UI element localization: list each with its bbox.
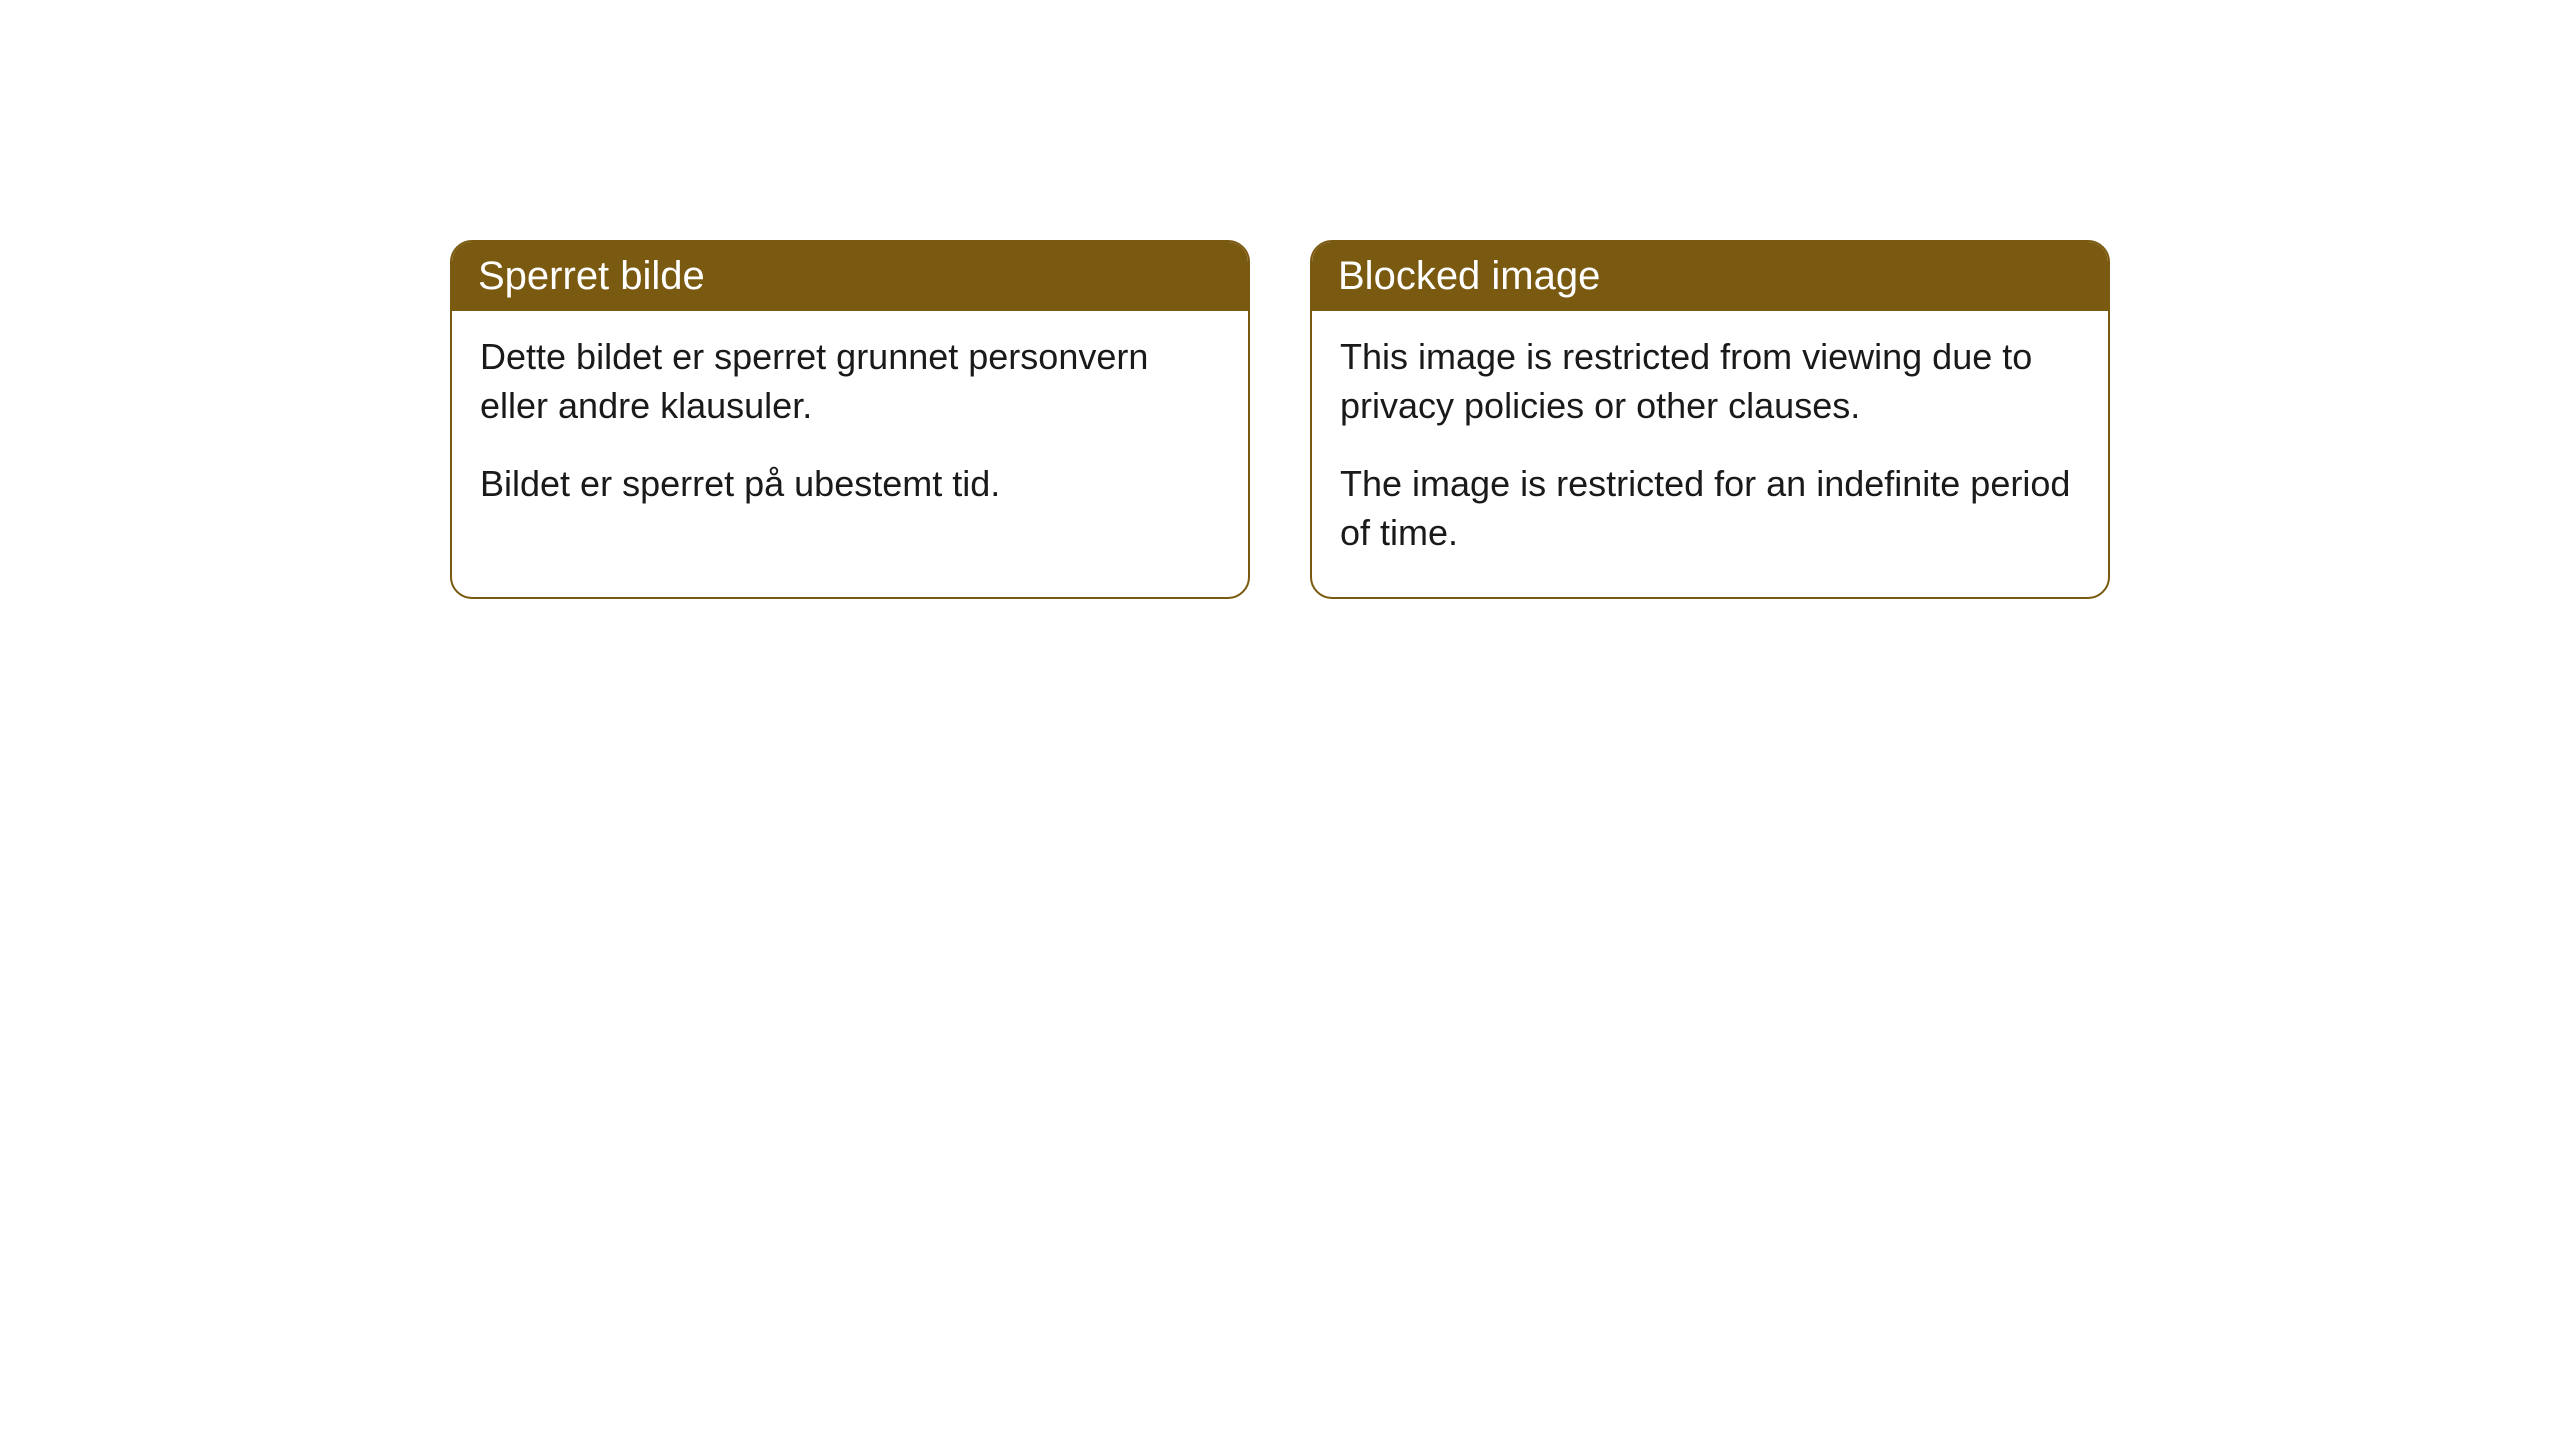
card-body: This image is restricted from viewing du…	[1312, 311, 2108, 597]
card-paragraph-2: Bildet er sperret på ubestemt tid.	[480, 460, 1220, 509]
blocked-image-card-english: Blocked image This image is restricted f…	[1310, 240, 2110, 599]
card-body: Dette bildet er sperret grunnet personve…	[452, 311, 1248, 549]
card-container: Sperret bilde Dette bildet er sperret gr…	[450, 240, 2560, 599]
blocked-image-card-norwegian: Sperret bilde Dette bildet er sperret gr…	[450, 240, 1250, 599]
card-title: Sperret bilde	[452, 242, 1248, 311]
card-paragraph-1: This image is restricted from viewing du…	[1340, 333, 2080, 430]
card-paragraph-1: Dette bildet er sperret grunnet personve…	[480, 333, 1220, 430]
card-paragraph-2: The image is restricted for an indefinit…	[1340, 460, 2080, 557]
card-title: Blocked image	[1312, 242, 2108, 311]
